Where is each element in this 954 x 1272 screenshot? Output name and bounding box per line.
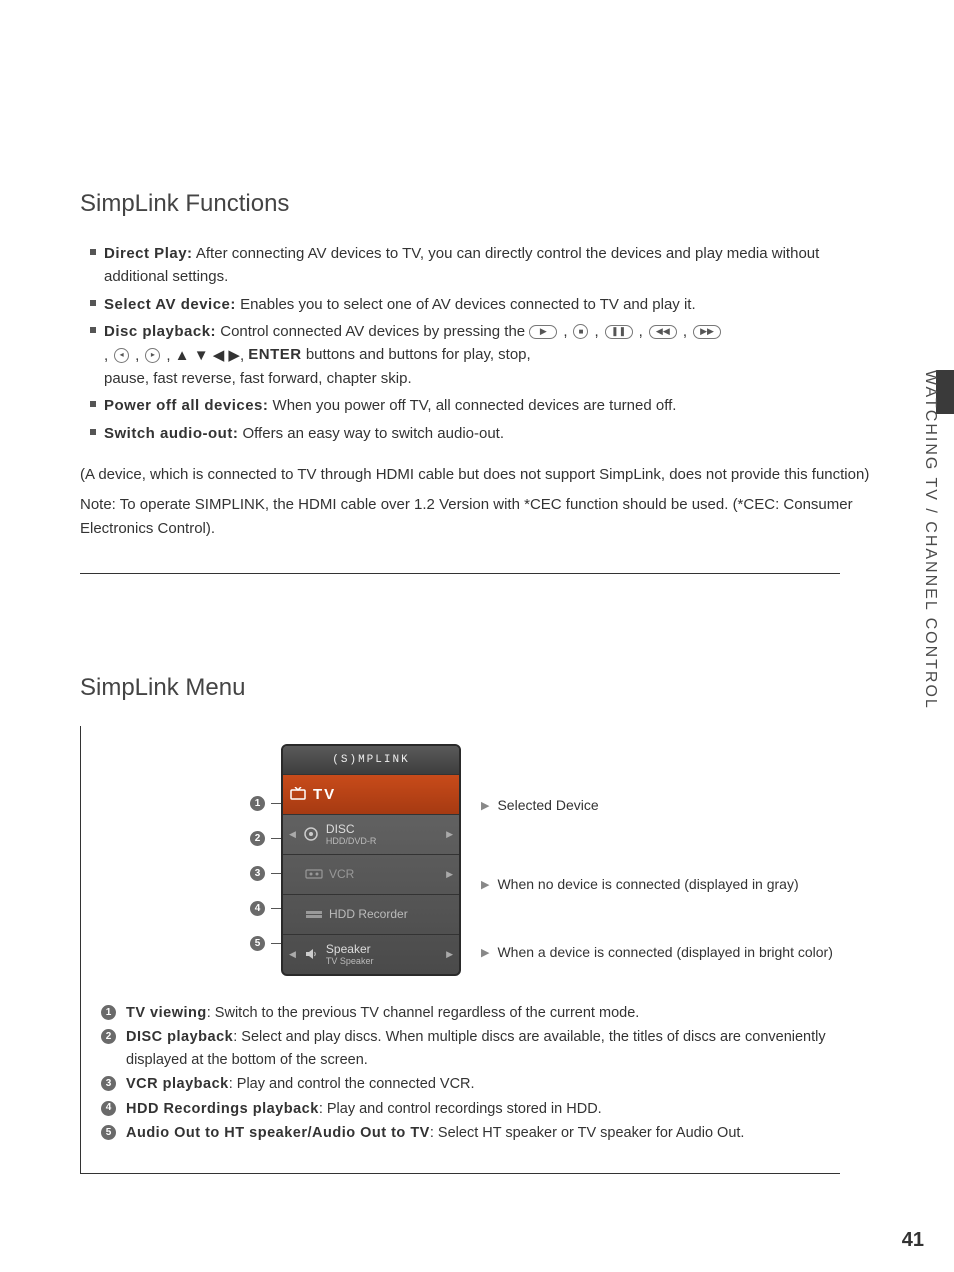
desc-title: DISC playback (126, 1029, 233, 1045)
play-icon: ▶ (529, 325, 557, 339)
annot-text: Selected Device (497, 796, 598, 816)
callout-2: 2 (250, 831, 281, 846)
callout-5: 5 (250, 936, 281, 951)
desc-disc: 2 DISC playback: Select and play discs. … (101, 1026, 840, 1071)
note-unsupported: (A device, which is connected to TV thro… (80, 463, 884, 487)
annot-text: When no device is connected (displayed i… (497, 875, 798, 895)
remote-buttons-row2: , ◂, ▸ , ▲ ▼ ◀ ▶, (104, 344, 244, 367)
desc-title: VCR playback (126, 1076, 229, 1092)
page-number: 41 (902, 1229, 924, 1252)
desc-text: : Play and control recordings stored in … (319, 1101, 602, 1117)
menu-row-tv[interactable]: TV (283, 774, 459, 814)
func-label: Select AV device: (104, 296, 236, 313)
function-list: Direct Play: After connecting AV devices… (80, 242, 884, 445)
row-label: TV (313, 787, 336, 802)
panel-header: (S)MPLINK (283, 746, 459, 774)
desc-title: Audio Out to HT speaker/Audio Out to TV (126, 1125, 430, 1141)
skip-fwd-icon: ▸ (145, 348, 160, 363)
callout-1: 1 (250, 796, 281, 811)
func-text: buttons and buttons for play, stop, (306, 346, 531, 363)
func-switch-audio: Switch audio-out: Offers an easy way to … (90, 422, 884, 445)
desc-hdd: 4 HDD Recordings playback: Play and cont… (101, 1098, 840, 1120)
skip-back-icon: ◂ (114, 348, 129, 363)
row-label: Speaker (326, 942, 371, 956)
annot-selected: ▶ Selected Device (481, 796, 833, 816)
menu-descriptions: 1 TV viewing: Switch to the previous TV … (101, 1002, 840, 1145)
annot-text: When a device is connected (displayed in… (497, 943, 832, 963)
chevron-right-icon: ▶ (446, 949, 453, 960)
annot-bright: ▶ When a device is connected (displayed … (481, 943, 833, 963)
hdd-icon (305, 907, 323, 921)
triangle-icon: ▶ (481, 946, 489, 961)
func-text: When you power off TV, all connected dev… (268, 397, 676, 414)
row-label: HDD Recorder (329, 908, 408, 920)
desc-vcr: 3 VCR playback: Play and control the con… (101, 1073, 840, 1095)
func-power-off: Power off all devices: When you power of… (90, 394, 884, 417)
func-text: After connecting AV devices to TV, you c… (104, 245, 819, 285)
desc-title: TV viewing (126, 1005, 207, 1021)
desc-text: : Switch to the previous TV channel rega… (207, 1005, 640, 1021)
desc-text: : Select HT speaker or TV speaker for Au… (430, 1125, 745, 1141)
func-direct-play: Direct Play: After connecting AV devices… (90, 242, 884, 289)
enter-label: ENTER (248, 346, 301, 363)
divider (80, 573, 840, 574)
row-sublabel: HDD/DVD-R (326, 837, 377, 846)
func-text: Enables you to select one of AV devices … (236, 296, 696, 313)
menu-diagram-area: 1 2 3 4 5 (S)MPLINK TV (80, 726, 840, 1174)
func-text: Control connected AV devices by pressing… (216, 323, 529, 340)
desc-text: : Play and control the connected VCR. (229, 1076, 475, 1092)
simplink-panel: (S)MPLINK TV ◀ DISC (281, 744, 461, 976)
func-select-av: Select AV device: Enables you to select … (90, 293, 884, 316)
disc-icon (302, 827, 320, 841)
row-label: VCR (329, 868, 354, 880)
remote-buttons-row1: ▶, ■, ❚❚, ◀◀, ▶▶ (529, 320, 721, 343)
menu-row-disc[interactable]: ◀ DISC HDD/DVD-R ▶ (283, 814, 459, 854)
tv-icon (289, 787, 307, 801)
callout-4: 4 (250, 901, 281, 916)
chevron-right-icon: ▶ (446, 829, 453, 840)
menu-row-speaker[interactable]: ◀ Speaker TV Speaker ▶ (283, 934, 459, 974)
chevron-right-icon: ▶ (446, 869, 453, 880)
row-sublabel: TV Speaker (326, 957, 374, 966)
section2-title: SimpLink Menu (80, 674, 884, 702)
desc-audio: 5 Audio Out to HT speaker/Audio Out to T… (101, 1122, 840, 1144)
func-text: Offers an easy way to switch audio-out. (238, 425, 504, 442)
stop-icon: ■ (573, 324, 588, 339)
menu-row-hdd[interactable]: HDD Recorder (283, 894, 459, 934)
note-cec: Note: To operate SIMPLINK, the HDMI cabl… (80, 493, 884, 541)
pause-icon: ❚❚ (605, 325, 633, 339)
forward-icon: ▶▶ (693, 325, 721, 339)
desc-title: HDD Recordings playback (126, 1101, 319, 1117)
speaker-icon (302, 947, 320, 961)
callout-numbers: 1 2 3 4 5 (101, 744, 281, 951)
annotations: ▶ Selected Device ▶ When no device is co… (461, 744, 833, 963)
triangle-icon: ▶ (481, 878, 489, 893)
func-label: Power off all devices: (104, 397, 268, 414)
vcr-icon (305, 867, 323, 881)
menu-row-vcr[interactable]: VCR ▶ (283, 854, 459, 894)
func-label: Disc playback: (104, 323, 216, 340)
annot-gray: ▶ When no device is connected (displayed… (481, 875, 833, 895)
func-label: Direct Play: (104, 245, 193, 262)
func-text: pause, fast reverse, fast forward, chapt… (104, 370, 412, 387)
rewind-icon: ◀◀ (649, 325, 677, 339)
callout-3: 3 (250, 866, 281, 881)
func-label: Switch audio-out: (104, 425, 238, 442)
desc-tv: 1 TV viewing: Switch to the previous TV … (101, 1002, 840, 1024)
row-label: DISC (326, 822, 355, 836)
section1-title: SimpLink Functions (80, 190, 884, 218)
chevron-left-icon: ◀ (289, 949, 296, 960)
triangle-icon: ▶ (481, 799, 489, 814)
chevron-left-icon: ◀ (289, 829, 296, 840)
func-disc-playback: Disc playback: Control connected AV devi… (90, 320, 884, 391)
